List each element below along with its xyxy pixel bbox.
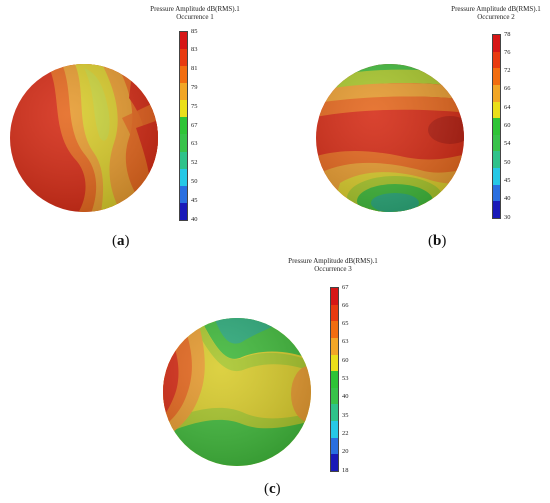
caption-a: (a)	[112, 233, 130, 249]
colorbar-tick-label: 63	[191, 140, 198, 148]
legend-b-subtitle: Occurrence 2	[477, 13, 515, 21]
colorbar-segment	[493, 184, 500, 202]
colorbar-tick-label: 85	[191, 27, 198, 35]
colorbar-segment	[493, 118, 500, 135]
legend-a: Pressure Amplitude dB(RMS).1 Occurrence …	[130, 0, 300, 230]
colorbar-segment	[493, 84, 500, 102]
colorbar-b	[492, 34, 501, 219]
colorbar-c	[330, 287, 339, 472]
colorbar-tick-label: 65	[342, 320, 349, 328]
legend-a-title: Pressure Amplitude dB(RMS).1	[150, 5, 240, 13]
colorbar-tick-label: 75	[191, 102, 198, 110]
colorbar-segment	[331, 337, 338, 355]
colorbar-segment	[180, 49, 187, 67]
colorbar-segment	[331, 354, 338, 372]
colorbar-a	[179, 31, 188, 221]
colorbar-tick-label: 64	[504, 103, 511, 111]
legend-c-subtitle: Occurrence 3	[314, 265, 352, 273]
colorbar-segment	[180, 32, 187, 50]
colorbar-tick-label: 30	[504, 213, 511, 221]
colorbar-segment	[493, 151, 500, 168]
colorbar-tick-label: 63	[342, 338, 349, 346]
colorbar-segment	[180, 202, 187, 220]
sphere-b	[316, 64, 464, 212]
colorbar-tick-label: 54	[504, 140, 511, 148]
colorbar-segment	[493, 168, 500, 185]
colorbar-segment	[331, 387, 338, 405]
legend-a-subtitle: Occurrence 1	[176, 13, 214, 21]
colorbar-segment	[331, 321, 338, 338]
colorbar-tick-label: 67	[191, 121, 198, 129]
colorbar-tick-label: 53	[342, 375, 349, 382]
colorbar-segment	[493, 201, 500, 218]
colorbar-tick-label: 18	[342, 466, 349, 474]
colorbar-tick-label: 45	[504, 176, 511, 184]
colorbar-tick-label: 40	[342, 393, 349, 401]
colorbar-tick-label: 67	[342, 283, 349, 291]
colorbar-segment	[180, 100, 187, 118]
colorbar-segment	[180, 83, 187, 101]
sphere-a	[10, 64, 158, 212]
colorbar-tick-label: 78	[504, 30, 511, 38]
colorbar-segment	[180, 134, 187, 152]
colorbar-tick-label: 22	[342, 429, 349, 437]
sphere-c	[163, 318, 311, 466]
colorbar-tick-label: 72	[504, 67, 511, 75]
colorbar-tick-label: 60	[342, 356, 349, 364]
colorbar-segment	[180, 66, 187, 84]
colorbar-segment	[331, 421, 338, 438]
colorbar-tick-label: 20	[342, 448, 349, 456]
legend-c-title: Pressure Amplitude dB(RMS).1	[288, 257, 378, 265]
colorbar-segment	[331, 437, 338, 455]
colorbar-tick-label: 52	[191, 159, 198, 167]
legend-b: Pressure Amplitude dB(RMS).1 Occurrence …	[444, 0, 550, 230]
legend-c: Pressure Amplitude dB(RMS).1 Occurrence …	[268, 252, 428, 482]
caption-c: (c)	[264, 481, 281, 497]
colorbar-segment	[493, 101, 500, 119]
colorbar-tick-label: 83	[191, 46, 198, 54]
colorbar-segment	[493, 68, 500, 85]
colorbar-tick-label: 35	[342, 411, 349, 419]
colorbar-tick-label: 66	[342, 301, 349, 309]
colorbar-segment	[180, 151, 187, 169]
colorbar-segment	[180, 117, 187, 135]
colorbar-tick-label: 50	[191, 177, 198, 185]
colorbar-segment	[180, 185, 187, 203]
colorbar-segment	[493, 35, 500, 52]
caption-b: (b)	[428, 233, 447, 249]
colorbar-tick-label: 76	[504, 48, 511, 56]
colorbar-segment	[331, 288, 338, 305]
colorbar-segment	[493, 51, 500, 69]
colorbar-segment	[331, 454, 338, 471]
colorbar-segment	[331, 371, 338, 388]
colorbar-tick-label: 60	[504, 122, 511, 129]
colorbar-tick-label: 40	[191, 215, 198, 223]
colorbar-segment	[331, 404, 338, 421]
colorbar-segment	[180, 168, 187, 186]
colorbar-tick-label: 66	[504, 85, 511, 93]
colorbar-segment	[493, 134, 500, 152]
colorbar-segment	[331, 304, 338, 322]
colorbar-tick-label: 40	[504, 195, 511, 203]
colorbar-tick-label: 81	[191, 65, 198, 73]
colorbar-tick-label: 79	[191, 83, 198, 91]
legend-b-title: Pressure Amplitude dB(RMS).1	[451, 5, 541, 13]
colorbar-tick-label: 45	[191, 196, 198, 204]
colorbar-tick-label: 50	[504, 158, 511, 166]
